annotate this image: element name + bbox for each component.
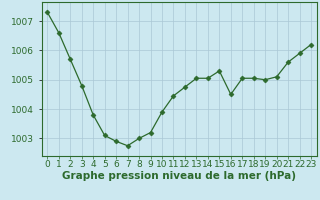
X-axis label: Graphe pression niveau de la mer (hPa): Graphe pression niveau de la mer (hPa) — [62, 171, 296, 181]
